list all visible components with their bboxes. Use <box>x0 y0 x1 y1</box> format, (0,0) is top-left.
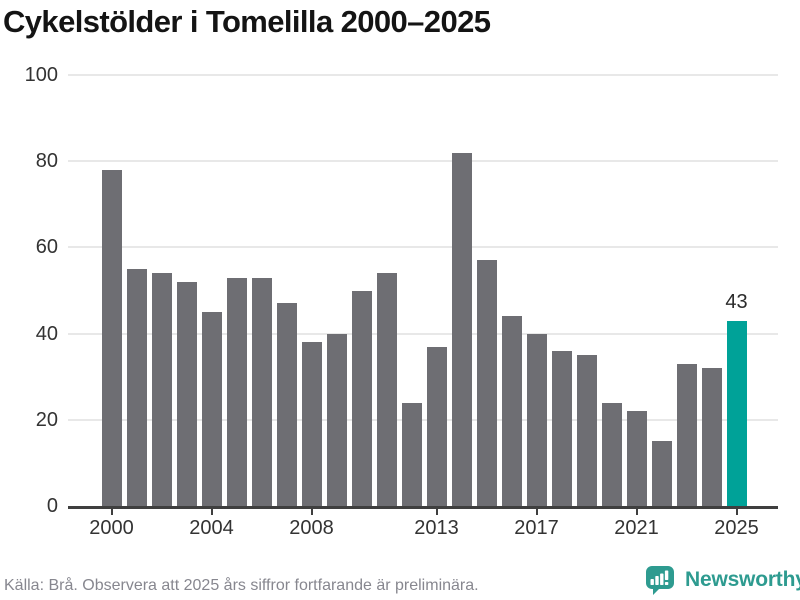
bar-2013 <box>426 346 447 506</box>
x-tick-label-2025: 2025 <box>714 517 759 539</box>
y-tick-label-40: 40 <box>35 322 58 345</box>
x-axis-line <box>68 506 778 509</box>
bar-2006 <box>251 277 272 506</box>
x-tick-label-2021: 2021 <box>614 517 659 539</box>
bar-2025 <box>726 320 747 506</box>
x-tick-2021 <box>635 509 638 515</box>
bar-2018 <box>551 350 572 506</box>
bar-2019 <box>576 355 597 506</box>
x-tick-label-2017: 2017 <box>514 517 559 539</box>
bar-2023 <box>676 363 697 506</box>
bar-2007 <box>276 303 297 506</box>
bar-2002 <box>151 273 172 506</box>
gridline-y80 <box>68 160 778 163</box>
newsworthy-wordmark: Newsworthy <box>685 568 800 591</box>
x-tick-label-2000: 2000 <box>89 517 134 539</box>
bar-2015 <box>476 260 497 506</box>
newsworthy-chart-bubble-icon <box>646 566 674 595</box>
bar-2011 <box>376 273 397 506</box>
x-tick-2004 <box>210 509 213 515</box>
bar-2000 <box>101 169 122 506</box>
x-tick-2017 <box>535 509 538 515</box>
gridline-y20 <box>68 418 778 421</box>
bar-2016 <box>501 316 522 506</box>
y-tick-label-80: 80 <box>35 150 58 173</box>
x-tick-label-2013: 2013 <box>414 517 459 539</box>
chart-title: Cykelstölder i Tomelilla 2000–2025 <box>3 4 491 39</box>
gridline-y60 <box>68 246 778 249</box>
bar-2005 <box>226 277 247 506</box>
newsworthy-logo[interactable]: Newsworthy <box>643 563 800 597</box>
bar-2003 <box>176 281 197 506</box>
bar-2021 <box>626 411 647 506</box>
bar-2012 <box>401 402 422 506</box>
y-tick-label-100: 100 <box>24 64 58 86</box>
x-tick-2000 <box>110 509 113 515</box>
x-tick-label-2008: 2008 <box>289 517 334 539</box>
bar-value-label: 43 <box>725 290 748 313</box>
gridline-y40 <box>68 332 778 335</box>
bar-2017 <box>526 333 547 506</box>
bar-2020 <box>601 402 622 506</box>
y-tick-label-60: 60 <box>35 236 58 259</box>
x-tick-2013 <box>435 509 438 515</box>
bar-2024 <box>701 368 722 506</box>
bar-2014 <box>451 152 472 506</box>
gridline-y100 <box>68 74 778 76</box>
bar-2022 <box>651 441 672 506</box>
bar-2010 <box>351 290 372 506</box>
y-tick-label-0: 0 <box>46 495 58 517</box>
bar-2009 <box>326 333 347 506</box>
x-tick-2025 <box>735 509 738 515</box>
source-note: Källa: Brå. Observera att 2025 års siffr… <box>4 577 479 594</box>
bar-2008 <box>301 342 322 506</box>
bar-2004 <box>201 312 222 506</box>
x-tick-2008 <box>310 509 313 515</box>
bar-2001 <box>126 268 147 506</box>
y-tick-label-20: 20 <box>35 408 58 431</box>
x-tick-label-2004: 2004 <box>189 517 234 539</box>
